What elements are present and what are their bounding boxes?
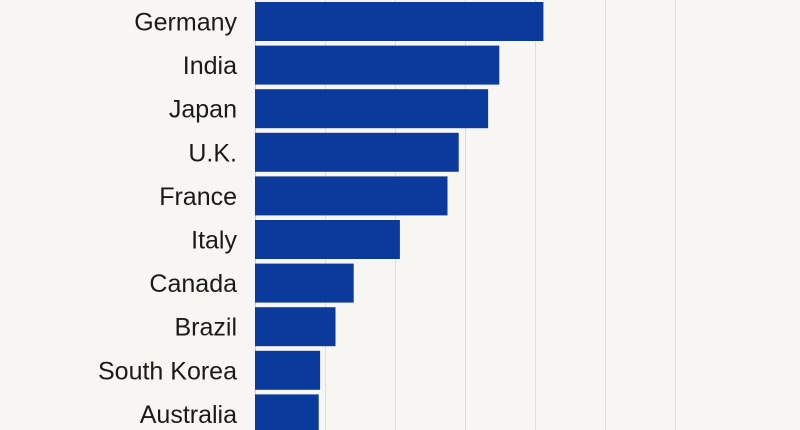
category-label: U.K. xyxy=(188,139,237,167)
category-label: Germany xyxy=(134,9,237,37)
category-label: Canada xyxy=(149,270,237,298)
category-label: Brazil xyxy=(174,314,237,342)
category-label: Australia xyxy=(140,401,237,429)
bar-brazil xyxy=(255,307,336,347)
category-label: South Korea xyxy=(98,357,237,385)
category-label: Japan xyxy=(169,96,237,124)
bar-japan xyxy=(255,89,489,129)
category-label: Italy xyxy=(191,227,237,255)
bar-italy xyxy=(255,220,400,259)
bar-australia xyxy=(255,394,319,430)
category-label: India xyxy=(183,52,237,80)
bar-germany xyxy=(255,2,544,41)
bar-u-k xyxy=(255,132,459,172)
bars xyxy=(255,2,544,430)
bar-france xyxy=(255,176,448,216)
bar-india xyxy=(255,45,500,85)
category-label: France xyxy=(159,183,237,211)
category-labels: Germany India Japan U.K. France Italy Canada Br… xyxy=(98,9,237,429)
bar-south-korea xyxy=(255,350,321,390)
bar-canada xyxy=(255,263,354,303)
